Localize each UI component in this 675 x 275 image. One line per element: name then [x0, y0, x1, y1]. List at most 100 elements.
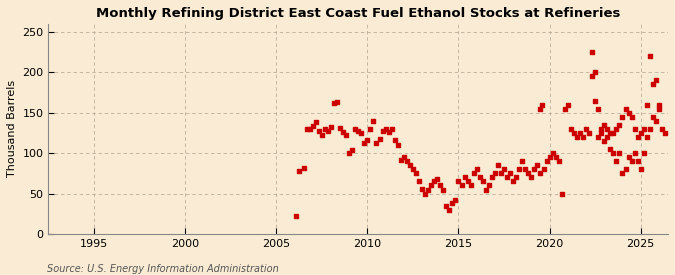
Point — [529, 167, 540, 172]
Point — [587, 50, 597, 54]
Point — [593, 135, 603, 139]
Point — [508, 179, 518, 184]
Point — [475, 175, 485, 180]
Point — [632, 159, 643, 163]
Point — [566, 127, 576, 131]
Point — [398, 155, 409, 160]
Point — [502, 175, 512, 180]
Point — [647, 115, 658, 119]
Point — [605, 131, 616, 135]
Point — [301, 127, 312, 131]
Point — [629, 151, 640, 155]
Point — [617, 171, 628, 175]
Point — [645, 54, 655, 58]
Point — [584, 131, 595, 135]
Point — [620, 167, 631, 172]
Point — [520, 167, 531, 172]
Point — [317, 133, 327, 138]
Point — [657, 127, 668, 131]
Point — [653, 103, 664, 107]
Point — [323, 128, 333, 133]
Point — [483, 183, 494, 188]
Point — [341, 133, 352, 138]
Point — [416, 186, 427, 191]
Point — [459, 175, 470, 180]
Point — [489, 171, 500, 175]
Point — [572, 135, 583, 139]
Point — [526, 175, 537, 180]
Point — [374, 136, 385, 141]
Point — [462, 179, 473, 184]
Point — [560, 106, 570, 111]
Point — [629, 127, 640, 131]
Point — [290, 214, 301, 218]
Point — [593, 106, 603, 111]
Point — [602, 127, 613, 131]
Point — [426, 183, 437, 188]
Point — [335, 126, 346, 130]
Point — [294, 169, 304, 173]
Point — [535, 106, 546, 111]
Text: Source: U.S. Energy Information Administration: Source: U.S. Energy Information Administ… — [47, 264, 279, 274]
Point — [383, 130, 394, 134]
Point — [453, 179, 464, 184]
Point — [574, 131, 585, 135]
Point — [344, 151, 354, 155]
Point — [645, 127, 655, 131]
Point — [537, 103, 547, 107]
Point — [338, 130, 348, 134]
Point — [632, 135, 643, 139]
Point — [353, 128, 364, 133]
Point — [544, 155, 555, 160]
Point — [659, 131, 670, 135]
Point — [356, 131, 367, 135]
Point — [495, 171, 506, 175]
Point — [319, 127, 330, 131]
Point — [347, 148, 358, 152]
Point — [423, 187, 433, 192]
Point — [653, 106, 664, 111]
Point — [623, 111, 634, 115]
Point — [410, 171, 421, 175]
Point — [465, 183, 476, 188]
Point — [614, 151, 625, 155]
Point — [386, 127, 397, 131]
Point — [554, 159, 564, 163]
Point — [635, 167, 646, 172]
Point — [402, 159, 412, 163]
Point — [377, 128, 388, 133]
Point — [602, 135, 613, 139]
Point — [562, 103, 573, 107]
Point — [580, 127, 591, 131]
Point — [608, 131, 619, 135]
Point — [635, 131, 646, 135]
Point — [362, 138, 373, 142]
Point — [371, 141, 382, 146]
Point — [614, 123, 625, 127]
Point — [414, 178, 425, 183]
Point — [587, 74, 597, 79]
Point — [468, 171, 479, 175]
Point — [608, 151, 619, 155]
Point — [477, 179, 488, 184]
Point — [599, 123, 610, 127]
Point — [380, 127, 391, 131]
Point — [611, 127, 622, 131]
Point — [541, 159, 552, 163]
Point — [447, 201, 458, 205]
Point — [623, 155, 634, 160]
Point — [599, 139, 610, 143]
Point — [617, 115, 628, 119]
Point — [523, 171, 534, 175]
Point — [368, 119, 379, 123]
Point — [438, 187, 449, 192]
Point — [535, 171, 546, 175]
Point — [499, 167, 510, 172]
Point — [596, 127, 607, 131]
Point — [307, 124, 318, 129]
Title: Monthly Refining District East Coast Fuel Ethanol Stocks at Refineries: Monthly Refining District East Coast Fue… — [96, 7, 620, 20]
Point — [304, 127, 315, 131]
Point — [626, 115, 637, 119]
Point — [471, 167, 482, 172]
Point — [517, 159, 528, 163]
